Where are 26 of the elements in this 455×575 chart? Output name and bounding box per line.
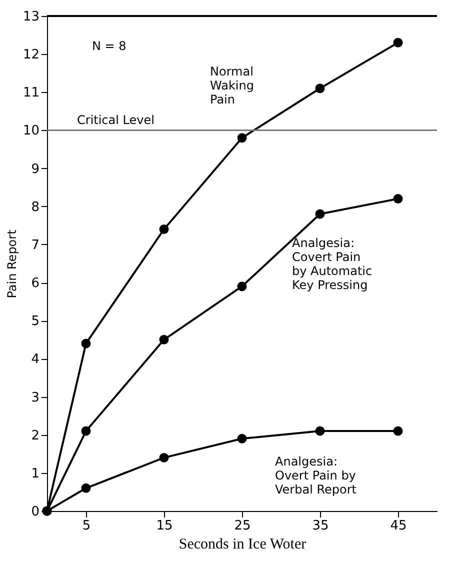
x-tick-label: 45	[390, 518, 407, 534]
x-tick-label: 5	[82, 518, 91, 534]
y-axis-title: Pain Report	[4, 229, 19, 298]
series-label: Normal Waking Pain	[210, 64, 254, 106]
x-axis-title: Seconds in Ice Woter	[178, 536, 306, 552]
x-tick-label: 35	[312, 518, 329, 534]
y-tick-label: 1	[31, 466, 40, 482]
series-label: Analgesia: Overt Pain by Verbal Report	[275, 454, 357, 497]
x-tick-label: 25	[234, 518, 251, 534]
y-tick-label: 7	[31, 238, 40, 253]
y-tick-label: 6	[31, 276, 40, 292]
annotation: N = 8	[92, 39, 126, 53]
y-tick-label: 5	[31, 314, 40, 330]
y-tick-label: 2	[31, 428, 40, 444]
y-tick-label: 9	[31, 162, 40, 177]
series-label: Analgesia: Covert Pain by Automatic Key Pressing	[292, 236, 372, 292]
y-tick-label: 13	[22, 10, 40, 24]
y-tick-label: 0	[31, 504, 40, 520]
y-tick-label: 10	[22, 124, 40, 139]
y-tick-label: 3	[31, 390, 40, 406]
y-tick-label: 4	[31, 352, 40, 368]
y-tick-label: 12	[22, 48, 40, 63]
y-tick-label: 11	[22, 86, 40, 101]
ref-line-label: Critical Level	[77, 113, 154, 128]
x-tick-label: 15	[156, 518, 173, 534]
y-tick-label: 8	[31, 200, 40, 215]
